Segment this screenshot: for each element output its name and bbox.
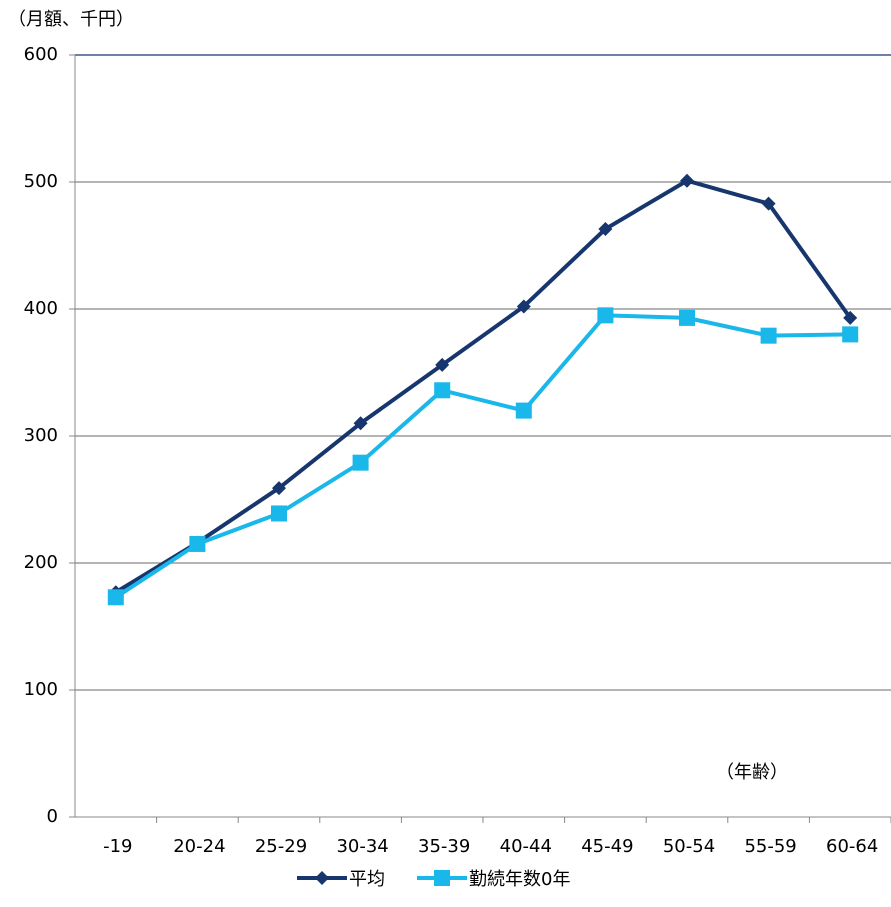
point-marker: [272, 481, 286, 496]
x-tick-label: 30-34: [336, 836, 388, 857]
y-tick-label: 400: [24, 298, 58, 319]
point-marker: [435, 357, 450, 372]
point-marker: [842, 326, 859, 343]
legend-marker: [434, 870, 450, 886]
series-line: [114, 313, 851, 599]
point-marker: [189, 535, 206, 552]
y-tick-label: 600: [24, 44, 58, 65]
y-tick-label: 0: [47, 806, 58, 827]
point-marker: [597, 307, 614, 324]
series-line: [114, 178, 852, 594]
y-tick-label: 100: [24, 679, 58, 700]
y-tick-label: 200: [24, 552, 58, 573]
point-marker: [352, 454, 369, 471]
x-tick-label: 25-29: [255, 836, 307, 857]
y-tick-label: 300: [24, 425, 58, 446]
x-tick-label: 50-54: [663, 836, 715, 857]
point-marker: [353, 416, 368, 431]
point-marker: [515, 402, 532, 419]
point-marker: [107, 589, 124, 606]
point-marker: [598, 221, 613, 236]
x-tick-label: 60-64: [826, 836, 878, 857]
point-marker: [516, 299, 531, 314]
point-marker: [760, 327, 777, 344]
y-tick-label: 500: [24, 171, 58, 192]
x-tick-label: 40-44: [500, 836, 552, 857]
point-marker: [843, 310, 858, 325]
x-tick-label: 20-24: [173, 836, 225, 857]
point-marker: [761, 196, 776, 211]
x-tick-label: 55-59: [744, 836, 796, 857]
legend-label: 平均: [349, 869, 385, 890]
legend-label: 勤続年数0年: [469, 869, 570, 890]
x-tick-label: 45-49: [581, 836, 633, 857]
x-tick-label: -19: [103, 836, 132, 857]
point-marker: [434, 382, 451, 399]
point-marker: [271, 505, 287, 522]
point-marker: [680, 173, 694, 188]
y-axis-label: （月額、千円）: [8, 9, 134, 30]
point-marker: [679, 309, 695, 326]
annotation: （年齢）: [716, 762, 788, 783]
legend-marker: [315, 871, 329, 885]
x-tick-label: 35-39: [418, 836, 470, 857]
